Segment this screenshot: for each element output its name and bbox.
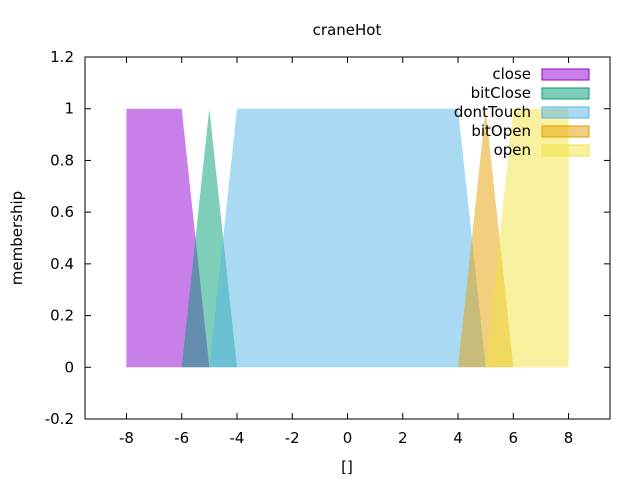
x-tick-label: 4 [453,429,463,447]
y-tick-label: -0.2 [45,410,74,428]
x-tick-label: -2 [285,429,300,447]
area-open [485,108,569,368]
legend-label-bitOpen: bitOpen [471,122,531,140]
legend-swatch-close [541,68,590,81]
area-dontTouch [209,108,486,368]
y-tick-label: 0.6 [50,203,74,221]
area-close [126,108,210,368]
y-tick-label: 0.8 [50,151,74,169]
legend-swatch-bitOpen [541,125,590,138]
y-tick-label: 0.2 [50,307,74,325]
x-tick-label: -6 [174,429,189,447]
x-tick-label: -8 [119,429,134,447]
x-axis-label: [] [341,458,353,476]
y-tick-label: 1 [64,100,74,118]
x-tick-label: -4 [229,429,244,447]
x-tick-label: 0 [343,429,353,447]
series-areas [126,108,569,368]
y-tick-label: 0 [64,358,74,376]
axis-ticks: -8 -6 -4 -2 0 2 4 6 8 -0.2 0 0.2 0.4 0.6 0.8 1 1.2 [45,48,610,447]
legend-swatch-bitClose [541,87,590,100]
legend-swatch-open [541,144,590,157]
y-tick-label: 0.4 [50,255,74,273]
x-tick-label: 8 [564,429,574,447]
y-axis-label: membership [8,191,26,285]
legend-label-dontTouch: dontTouch [454,103,531,121]
chart-title: craneHot [313,21,382,39]
legend-label-open: open [494,141,531,159]
legend-swatch-dontTouch [541,106,590,119]
x-tick-label: 6 [509,429,519,447]
legend-label-bitClose: bitClose [471,84,531,102]
y-tick-label: 1.2 [50,48,74,66]
x-tick-label: 2 [398,429,408,447]
legend-label-close: close [492,65,531,83]
